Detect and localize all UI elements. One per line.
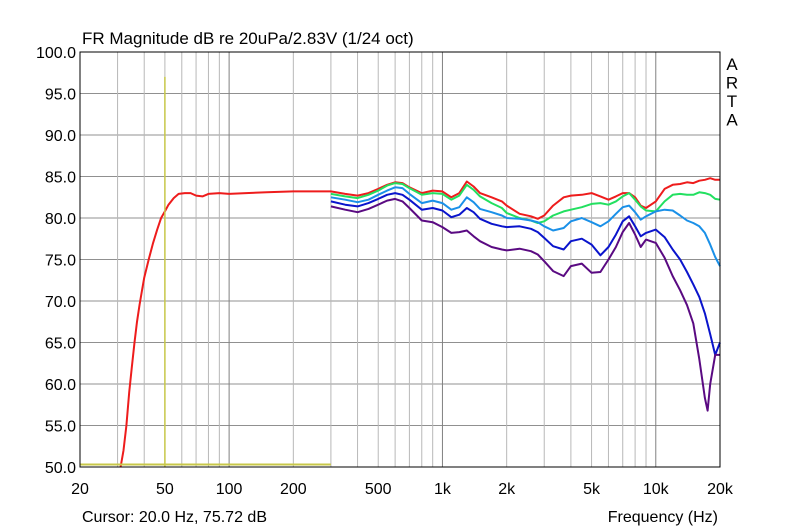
plot-frame [79,51,721,468]
response-curve-3 [330,186,721,267]
response-curve-2 [330,182,721,224]
x-tick-labels: 20 50 100 200 500 1k 2k 5k 10k 20k [71,481,734,498]
response-curves [119,177,721,468]
x-tick-label: 2k [498,481,516,498]
x-tick-label: 10k [643,481,670,498]
brand-letter: T [727,92,737,111]
y-tick-label: 80.0 [45,211,76,228]
chart-title: FR Magnitude dB re 20uPa/2.83V (1/24 oct… [82,29,414,48]
y-tick-label: 90.0 [45,128,76,145]
x-axis-label: Frequency (Hz) [608,509,718,526]
y-tick-label: 65.0 [45,336,76,353]
brand-letter: A [726,55,738,74]
y-tick-label: 70.0 [45,294,76,311]
x-tick-label: 20 [71,481,89,498]
x-tick-label: 100 [216,481,243,498]
brand-letter: A [726,111,738,130]
y-tick-label: 100.0 [36,45,76,62]
x-tick-label: 20k [707,481,734,498]
y-tick-label: 95.0 [45,87,76,104]
x-tick-label: 500 [365,481,392,498]
y-tick-label: 60.0 [45,377,76,394]
x-tick-label: 50 [156,481,174,498]
y-tick-label: 85.0 [45,170,76,187]
x-tick-label: 1k [434,481,452,498]
cursor-markers [80,76,331,467]
y-tick-label: 75.0 [45,253,76,270]
response-curve-5 [330,197,720,412]
y-tick-labels: 50.0 55.0 60.0 65.0 70.0 75.0 80.0 85.0 90.0 95.0… [36,45,76,477]
x-tick-label: 200 [280,481,307,498]
cursor-readout: Cursor: 20.0 Hz, 75.72 dB [82,509,267,526]
brand-letter: R [726,74,738,93]
grid-lines [80,51,720,468]
response-curve-1 [119,177,720,468]
x-tick-label: 5k [583,481,601,498]
y-tick-label: 55.0 [45,419,76,436]
response-curve-4 [330,192,721,356]
y-tick-label: 50.0 [45,460,76,477]
